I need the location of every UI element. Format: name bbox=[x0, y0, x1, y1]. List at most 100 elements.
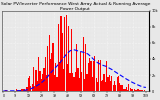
Bar bbox=[5, 90, 7, 91]
Bar bbox=[105, 82, 106, 91]
Bar bbox=[104, 74, 105, 91]
Bar bbox=[132, 89, 133, 91]
Bar bbox=[102, 80, 103, 91]
Bar bbox=[110, 81, 111, 91]
Bar bbox=[55, 63, 56, 91]
Bar bbox=[126, 87, 127, 91]
Bar bbox=[56, 77, 58, 91]
Bar bbox=[58, 24, 59, 91]
Bar bbox=[64, 17, 65, 91]
Bar bbox=[113, 85, 114, 91]
Bar bbox=[97, 82, 98, 91]
Bar bbox=[128, 84, 129, 91]
Bar bbox=[135, 90, 136, 91]
Bar bbox=[139, 90, 140, 91]
Bar bbox=[62, 33, 63, 91]
Bar bbox=[51, 53, 52, 91]
Bar bbox=[118, 76, 119, 91]
Bar bbox=[29, 76, 30, 91]
Bar bbox=[77, 68, 79, 91]
Bar bbox=[69, 73, 71, 91]
Bar bbox=[22, 89, 24, 91]
Bar bbox=[38, 57, 39, 91]
Bar bbox=[34, 86, 35, 91]
Bar bbox=[100, 60, 101, 91]
Bar bbox=[42, 74, 43, 91]
Bar bbox=[75, 72, 76, 91]
Bar bbox=[52, 43, 54, 91]
Bar bbox=[25, 90, 26, 91]
Bar bbox=[141, 90, 143, 91]
Bar bbox=[71, 29, 72, 91]
Bar bbox=[41, 79, 42, 91]
Bar bbox=[92, 77, 93, 91]
Bar bbox=[19, 90, 20, 91]
Bar bbox=[20, 90, 21, 91]
Bar bbox=[131, 89, 132, 91]
Bar bbox=[81, 72, 82, 91]
Bar bbox=[50, 59, 51, 91]
Bar bbox=[134, 89, 135, 91]
Bar bbox=[67, 64, 68, 91]
Bar bbox=[114, 81, 115, 91]
Bar bbox=[88, 63, 89, 91]
Bar bbox=[127, 90, 128, 91]
Bar bbox=[85, 44, 86, 91]
Bar bbox=[21, 89, 22, 91]
Bar bbox=[98, 60, 99, 91]
Bar bbox=[33, 67, 34, 91]
Bar bbox=[66, 15, 67, 91]
Bar bbox=[94, 56, 96, 91]
Bar bbox=[45, 57, 46, 91]
Bar bbox=[140, 90, 141, 91]
Bar bbox=[54, 75, 55, 91]
Bar bbox=[68, 26, 69, 91]
Bar bbox=[16, 89, 17, 91]
Bar bbox=[60, 16, 61, 91]
Bar bbox=[72, 73, 73, 91]
Bar bbox=[111, 76, 112, 91]
Bar bbox=[83, 37, 84, 91]
Bar bbox=[17, 90, 18, 91]
Bar bbox=[107, 77, 109, 91]
Bar bbox=[79, 78, 80, 91]
Bar bbox=[137, 88, 139, 91]
Bar bbox=[43, 68, 44, 91]
Bar bbox=[47, 46, 48, 91]
Bar bbox=[122, 85, 123, 91]
Bar bbox=[28, 78, 29, 91]
Bar bbox=[46, 75, 47, 91]
Bar bbox=[30, 86, 31, 91]
Bar bbox=[96, 78, 97, 91]
Bar bbox=[144, 90, 145, 91]
Bar bbox=[63, 69, 64, 91]
Bar bbox=[109, 75, 110, 91]
Bar bbox=[93, 61, 94, 91]
Bar bbox=[36, 70, 37, 91]
Bar bbox=[116, 77, 118, 91]
Bar bbox=[86, 74, 88, 91]
Bar bbox=[49, 35, 50, 91]
Bar bbox=[123, 89, 124, 91]
Bar bbox=[39, 71, 41, 91]
Bar bbox=[124, 89, 126, 91]
Bar bbox=[115, 84, 116, 91]
Bar bbox=[101, 81, 102, 91]
Bar bbox=[24, 88, 25, 91]
Bar bbox=[80, 52, 81, 91]
Bar bbox=[32, 84, 33, 91]
Bar bbox=[119, 83, 120, 91]
Bar bbox=[84, 79, 85, 91]
Bar bbox=[89, 58, 90, 91]
Bar bbox=[73, 76, 75, 91]
Bar bbox=[59, 62, 60, 91]
Title: Solar PV/Inverter Performance West Array Actual & Running Average Power Output: Solar PV/Inverter Performance West Array… bbox=[0, 2, 150, 11]
Bar bbox=[136, 90, 137, 91]
Bar bbox=[120, 85, 122, 91]
Bar bbox=[90, 62, 92, 91]
Bar bbox=[106, 61, 107, 91]
Bar bbox=[76, 44, 77, 91]
Bar bbox=[26, 87, 28, 91]
Bar bbox=[130, 88, 131, 91]
Bar bbox=[37, 81, 38, 91]
